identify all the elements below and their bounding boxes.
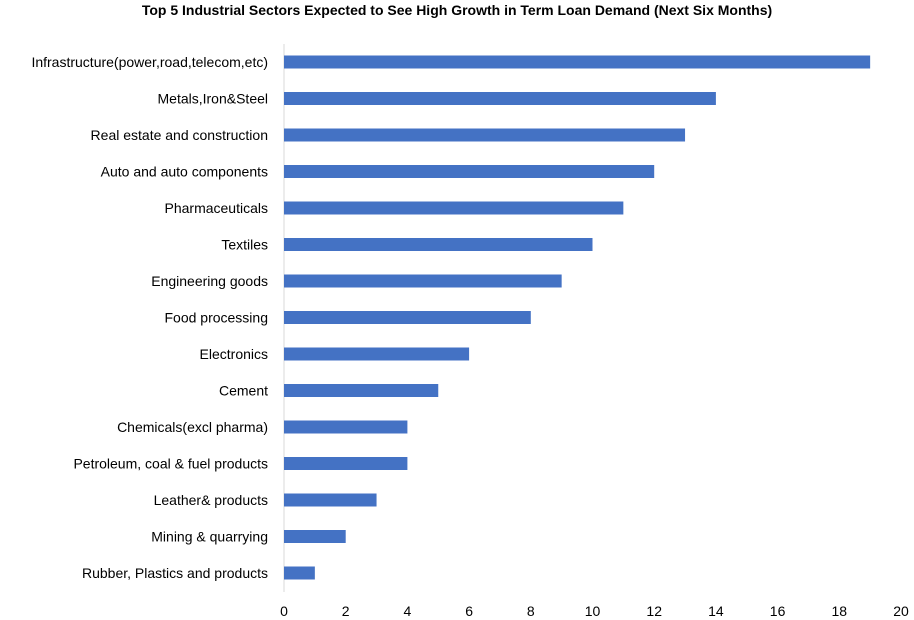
bar [284, 347, 470, 361]
x-tick-label: 2 [342, 603, 350, 619]
category-label: Food processing [164, 310, 268, 326]
category-label: Cement [219, 383, 268, 399]
bar [284, 384, 439, 397]
bar [284, 92, 716, 105]
category-label: Pharmaceuticals [165, 200, 269, 216]
x-tick-label: 8 [527, 603, 535, 619]
x-tick-label: 12 [646, 603, 662, 619]
category-label: Auto and auto components [101, 164, 268, 180]
category-label: Real estate and construction [91, 127, 268, 143]
x-tick-label: 14 [708, 603, 724, 619]
category-label: Textiles [221, 237, 268, 253]
category-label: Mining & quarrying [151, 529, 268, 545]
x-tick-label: 0 [280, 603, 288, 619]
category-label: Leather& products [154, 492, 268, 508]
category-label: Electronics [200, 346, 268, 362]
category-label: Petroleum, coal & fuel products [73, 456, 268, 472]
x-tick-label: 10 [585, 603, 601, 619]
category-label: Infrastructure(power,road,telecom,etc) [31, 54, 268, 70]
category-label: Chemicals(excl pharma) [117, 419, 268, 435]
chart-title: Top 5 Industrial Sectors Expected to See… [141, 2, 773, 18]
bar [284, 493, 377, 507]
bar [284, 274, 562, 288]
bar [284, 128, 686, 142]
bar [284, 55, 871, 69]
x-tick-label: 6 [465, 603, 473, 619]
bar [284, 530, 346, 543]
category-label: Engineering goods [151, 273, 268, 289]
bar [284, 420, 408, 434]
x-tick-label: 18 [832, 603, 848, 619]
category-label: Metals,Iron&Steel [158, 91, 269, 107]
x-tick-label: 20 [893, 603, 909, 619]
bar [284, 201, 624, 215]
bar [284, 238, 593, 251]
bar [284, 311, 531, 324]
category-label: Rubber, Plastics and products [82, 565, 268, 581]
x-tick-label: 16 [770, 603, 786, 619]
bar [284, 566, 315, 580]
bar [284, 457, 408, 470]
x-tick-label: 4 [404, 603, 412, 619]
bar [284, 165, 655, 178]
